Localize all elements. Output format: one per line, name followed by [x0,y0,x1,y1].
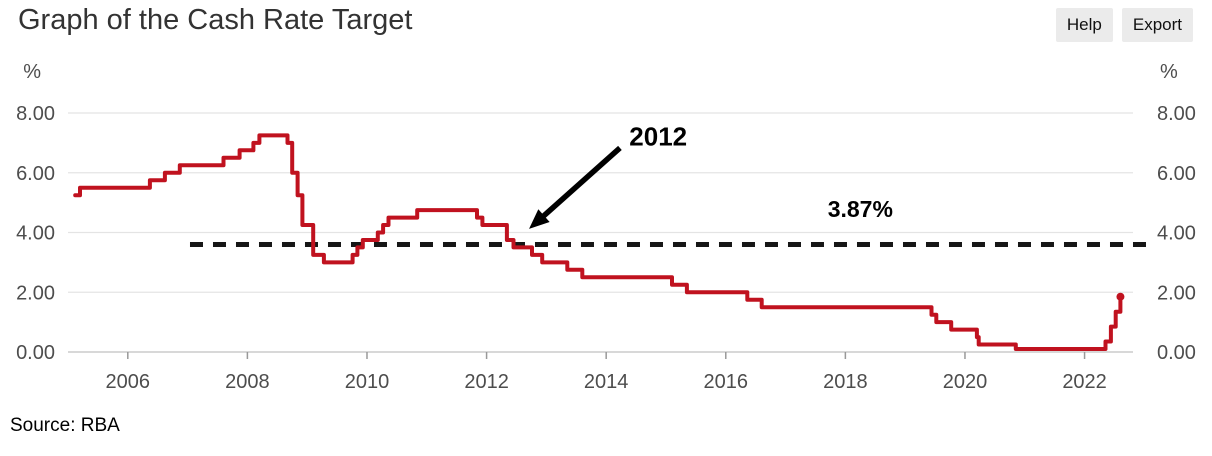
y-axis-tick-label-left: 6.00 [16,163,55,185]
y-axis-tick-label-right: 2.00 [1157,282,1196,304]
x-axis-tick-label: 2010 [345,371,390,393]
y-axis-tick-label-left: 4.00 [16,223,55,245]
page-title: Graph of the Cash Rate Target [18,4,413,36]
toolbar: Help Export [1055,8,1193,43]
y-axis-tick-label-left: 8.00 [16,103,55,125]
x-axis-tick-label: 2016 [704,371,749,393]
source-note: Source: RBA [10,415,120,436]
y-axis-tick-label-right: 4.00 [1157,223,1196,245]
x-axis-tick-label: 2022 [1062,371,1107,393]
x-axis-tick-label: 2008 [225,371,270,393]
x-axis-tick-label: 2018 [823,371,868,393]
export-button[interactable]: Export [1121,8,1193,43]
x-axis-tick-label: 2014 [584,371,629,393]
x-axis-tick-label: 2012 [464,371,509,393]
help-button[interactable]: Help [1055,8,1113,43]
annotation-arrow-shaft [539,145,622,221]
y-axis-unit-right: % [1160,61,1178,83]
annotation-arrow-head [529,209,550,229]
y-axis-tick-label-right: 8.00 [1157,103,1196,125]
y-axis-tick-label-right: 6.00 [1157,163,1196,185]
y-axis-tick-label-left: 2.00 [16,282,55,304]
cash-rate-chart: 0.00 0.00 2.00 2.00 4.00 4.00 6.00 6.00 8.00 8.00… [16,61,1196,393]
y-axis-tick-label-left: 0.00 [16,342,55,364]
x-axis-tick-label: 2006 [106,371,151,393]
y-axis-unit-left: % [23,61,41,83]
cash-rate-line [73,133,1123,351]
line-end-marker [1116,292,1125,301]
chart-annotation: 2012 [629,121,687,151]
x-axis-tick-label: 2020 [943,371,988,393]
y-axis-tick-label-right: 0.00 [1157,342,1196,364]
chart-annotation: 3.87% [828,196,893,222]
